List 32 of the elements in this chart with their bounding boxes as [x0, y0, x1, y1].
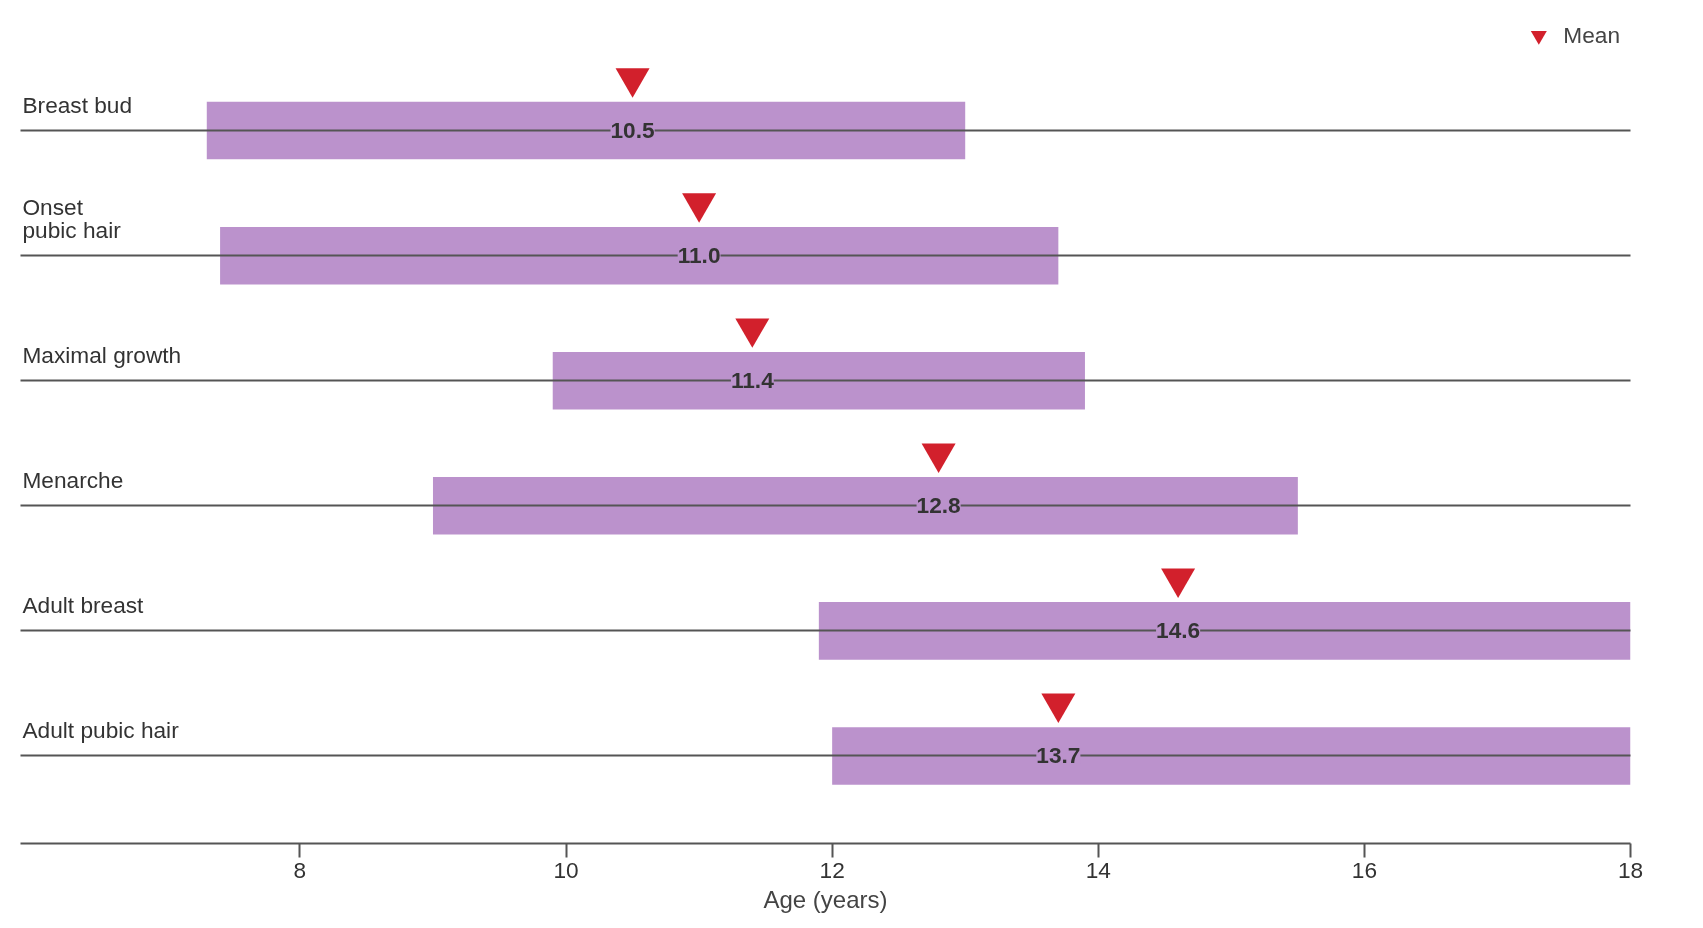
x-axis-title: Age (years) — [763, 885, 888, 913]
y-tick-label: Adult breast — [22, 592, 145, 619]
point — [1161, 568, 1196, 598]
y-tick-label: Breast bud — [22, 92, 133, 119]
x-tick-label: 16 — [1351, 856, 1377, 883]
point — [682, 193, 717, 223]
point — [1041, 693, 1076, 724]
bar — [818, 602, 1631, 660]
point — [921, 443, 956, 473]
data-label: 12.8 — [916, 492, 961, 519]
x-tick-label: 12 — [819, 856, 845, 883]
data-label: 14.6 — [1156, 617, 1201, 644]
y-tick-label: Adult pubic hair — [22, 717, 180, 744]
bar — [432, 477, 1298, 535]
data-label: 13.7 — [1036, 742, 1081, 769]
y-tick-label: Maximal growth — [22, 342, 182, 369]
x-tick-label: 10 — [553, 856, 579, 883]
data-label: 10.5 — [610, 117, 655, 144]
y-tick-label: Onset pubic hair — [22, 193, 122, 244]
y-tick-label: Menarche — [22, 467, 124, 494]
data-label: 11.4 — [730, 367, 775, 394]
bar — [220, 226, 1059, 285]
x-tick-label: 8 — [293, 856, 307, 883]
legend-label: Mean — [1563, 21, 1620, 49]
point — [615, 68, 650, 98]
data-label: 11.0 — [677, 242, 721, 269]
point — [735, 318, 770, 348]
x-tick-label: 14 — [1085, 856, 1111, 883]
x-tick-label: 18 — [1617, 856, 1644, 883]
bar — [832, 727, 1631, 785]
bar — [206, 101, 966, 160]
bar — [552, 351, 1085, 410]
